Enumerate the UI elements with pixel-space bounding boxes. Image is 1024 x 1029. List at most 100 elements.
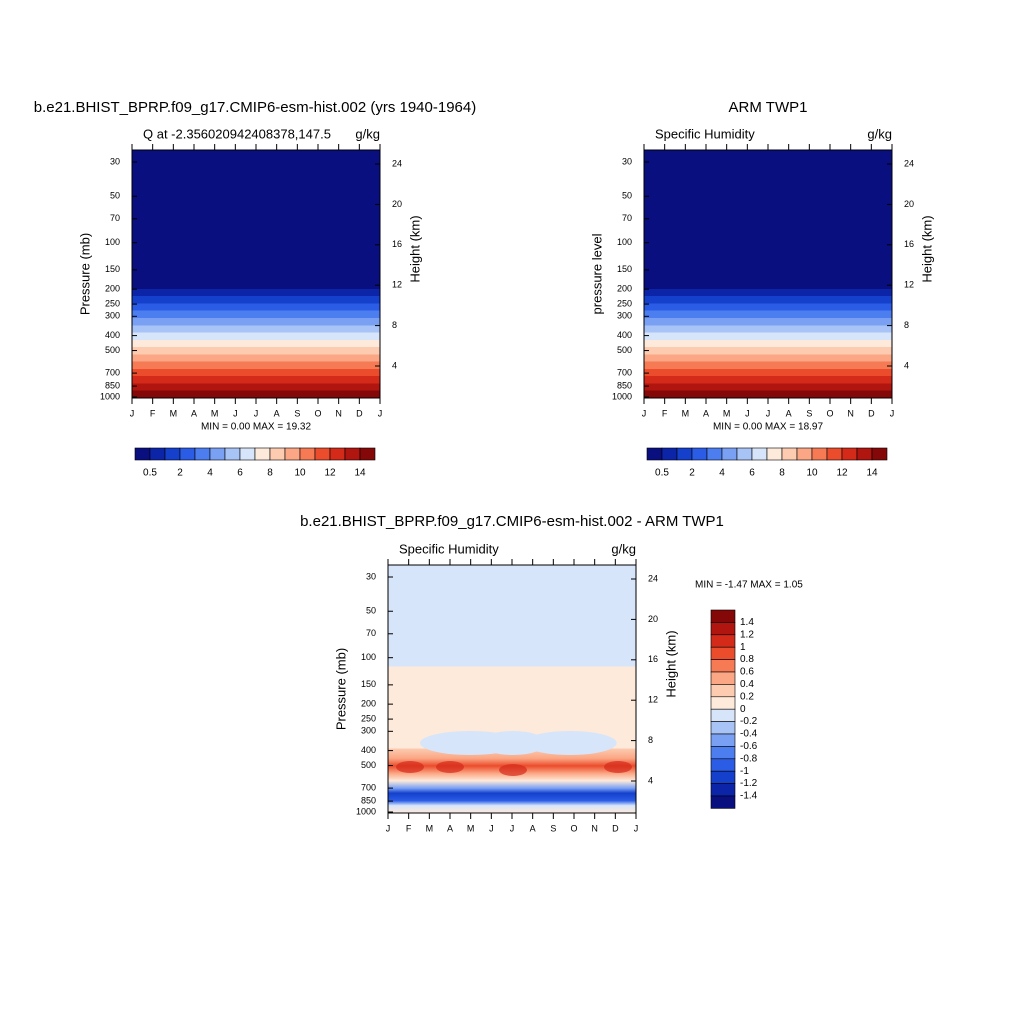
y2-tick-label: 16 — [648, 654, 658, 664]
left-label: Specific Humidity — [399, 541, 499, 556]
x-tick-label: J — [766, 408, 771, 418]
colorbar-label: 10 — [294, 468, 306, 479]
colorbar-label: 6 — [237, 468, 243, 479]
y-tick-label: 100 — [617, 237, 632, 247]
x-tick-label: S — [550, 823, 556, 833]
colorbar-box — [871, 447, 888, 461]
y-tick-label: 1000 — [612, 391, 632, 401]
y-axis-label: Pressure (mb) — [333, 648, 348, 730]
contour-patch — [604, 761, 632, 773]
y-tick-label: 700 — [361, 782, 376, 792]
x-tick-label: A — [786, 408, 792, 418]
colorbar-label: 0.2 — [740, 691, 754, 702]
colorbar-box — [710, 708, 736, 722]
y-tick-label: 500 — [361, 760, 376, 770]
y-tick-label: 200 — [361, 699, 376, 709]
x-tick-label: F — [150, 408, 156, 418]
x-tick-label: O — [314, 408, 321, 418]
x-tick-label: F — [662, 408, 668, 418]
colorbar-label: 2 — [689, 468, 695, 479]
x-tick-label: A — [447, 823, 453, 833]
colorbar-label: 0.8 — [740, 654, 754, 665]
y-tick-label: 250 — [617, 298, 632, 308]
y-tick-label: 700 — [105, 367, 120, 377]
y2-tick-label: 24 — [904, 158, 914, 168]
y-axis-label: pressure level — [589, 233, 604, 314]
left-label: Specific Humidity — [655, 126, 755, 141]
colorbar-label: 1 — [740, 642, 746, 653]
y-tick-label: 700 — [617, 367, 632, 377]
colorbar-box — [164, 447, 181, 461]
y-tick-label: 1000 — [100, 391, 120, 401]
y-tick-label: 50 — [366, 606, 376, 616]
contour-patch — [499, 764, 527, 776]
colorbar-box — [194, 447, 211, 461]
colorbar-label: -0.2 — [740, 716, 758, 727]
colorbar-label: 1.2 — [740, 629, 754, 640]
x-tick-label: J — [745, 408, 750, 418]
x-tick-label: M — [170, 408, 178, 418]
x-tick-label: J — [386, 823, 391, 833]
y-tick-label: 850 — [617, 380, 632, 390]
contour-patch — [523, 731, 617, 755]
x-tick-label: D — [612, 823, 619, 833]
contour-field — [644, 150, 892, 398]
y-tick-label: 150 — [105, 264, 120, 274]
colorbar-label: 2 — [177, 468, 183, 479]
stats: MIN = 0.00 MAX = 19.32 — [201, 422, 311, 433]
contour-field — [132, 150, 380, 398]
x-tick-label: O — [570, 823, 577, 833]
y2-tick-label: 16 — [392, 239, 402, 249]
y-tick-label: 100 — [361, 652, 376, 662]
colorbar-box — [710, 609, 736, 623]
x-tick-label: N — [335, 408, 342, 418]
colorbar-label: 0.4 — [740, 679, 754, 690]
colorbar-box — [766, 447, 783, 461]
y-tick-label: 30 — [366, 571, 376, 581]
colorbar-box — [661, 447, 678, 461]
colorbar-label: 8 — [267, 468, 273, 479]
x-tick-label: J — [130, 408, 135, 418]
y2-tick-label: 8 — [648, 735, 653, 745]
y-tick-label: 70 — [366, 628, 376, 638]
y-tick-label: 200 — [617, 284, 632, 294]
y-tick-label: 850 — [361, 795, 376, 805]
y-tick-label: 150 — [617, 264, 632, 274]
colorbar-label: 0.6 — [740, 667, 754, 678]
colorbar-label: 4 — [719, 468, 725, 479]
panel-title: ARM TWP1 — [729, 99, 808, 116]
y2-axis-label: Height (km) — [663, 630, 678, 697]
colorbar-label: 6 — [749, 468, 755, 479]
colorbar-label: 4 — [207, 468, 213, 479]
colorbar-label: 14 — [866, 468, 878, 479]
x-tick-label: A — [703, 408, 709, 418]
colorbar-label: -1.4 — [740, 791, 758, 802]
colorbar-box — [269, 447, 286, 461]
colorbar-box — [710, 758, 736, 772]
colorbar-box — [710, 659, 736, 673]
colorbar-box — [254, 447, 271, 461]
colorbar-box — [710, 721, 736, 735]
y2-tick-label: 4 — [648, 775, 653, 785]
x-tick-label: J — [634, 823, 639, 833]
colorbar-box — [224, 447, 241, 461]
colorbar-label: -1.2 — [740, 778, 758, 789]
stats: MIN = -1.47 MAX = 1.05 — [695, 580, 803, 591]
colorbar-box — [134, 447, 151, 461]
y-tick-label: 30 — [110, 156, 120, 166]
colorbar-box — [710, 733, 736, 747]
y2-tick-label: 12 — [392, 280, 402, 290]
colorbar-label: -0.4 — [740, 729, 758, 740]
colorbar-label: 0 — [740, 704, 746, 715]
x-tick-label: M — [682, 408, 690, 418]
colorbar-box — [284, 447, 301, 461]
y2-tick-label: 4 — [904, 360, 909, 370]
colorbar-box — [710, 770, 736, 784]
colorbar-box — [646, 447, 663, 461]
colorbar-box — [736, 447, 753, 461]
colorbar-box — [710, 646, 736, 660]
contour-patch — [396, 761, 424, 773]
colorbar-box — [796, 447, 813, 461]
x-tick-label: D — [356, 408, 363, 418]
y-tick-label: 70 — [110, 213, 120, 223]
